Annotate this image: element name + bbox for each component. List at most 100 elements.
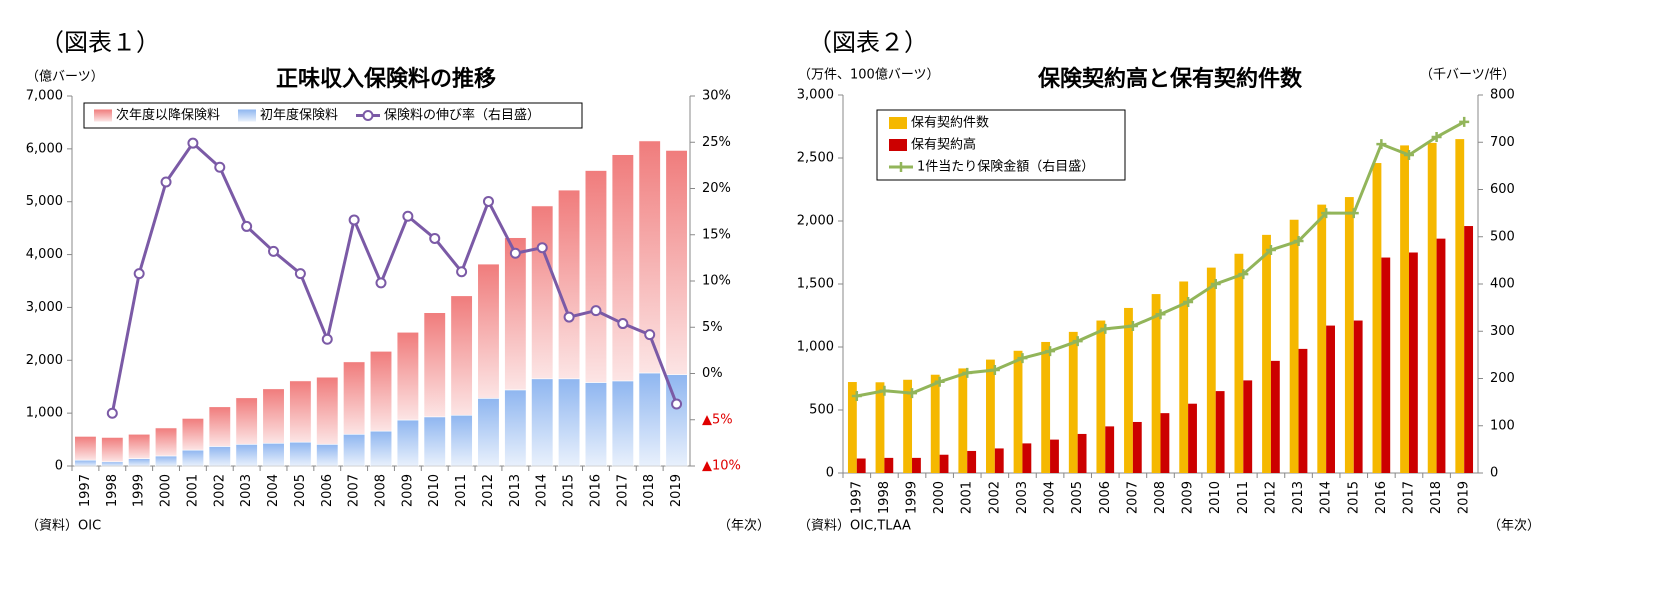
x-tick-label: 2017 <box>615 474 630 507</box>
y-tick-label: 1,500 <box>797 277 834 292</box>
bar <box>875 382 885 473</box>
bar <box>1353 320 1363 473</box>
legend-label: 1件当たり保険金額（右目盛） <box>917 159 1094 175</box>
y2-tick-label: 5% <box>702 320 723 335</box>
bar <box>1455 139 1465 473</box>
bar <box>1132 421 1142 473</box>
line-marker <box>348 214 360 226</box>
y2-axis-label: （千バーツ/件） <box>1420 68 1515 83</box>
y-tick-label: 3,000 <box>26 300 63 315</box>
bar <box>1068 331 1078 473</box>
x-tick-label: 2002 <box>987 481 1002 514</box>
legend-swatch <box>94 109 112 122</box>
legend-label: 保険料の伸び率（右目盛） <box>384 107 540 123</box>
line-marker <box>482 195 494 207</box>
bar-segment <box>128 433 151 459</box>
bar <box>847 382 857 473</box>
line-marker <box>294 268 306 280</box>
source: （資料）OIC,TLAA <box>798 519 911 534</box>
x-tick-label: 2010 <box>1208 481 1223 514</box>
y2-tick-label: ▲5% <box>702 412 733 427</box>
bar <box>986 359 995 473</box>
line-marker <box>1238 269 1249 280</box>
line-marker <box>106 407 118 419</box>
x-tick-label: 1999 <box>132 474 147 507</box>
y2-tick-label: 700 <box>1490 135 1515 150</box>
y2-tick-label: 10% <box>702 274 731 289</box>
bar-segment <box>531 205 554 380</box>
line-marker <box>402 210 414 222</box>
source: （資料）OIC <box>26 519 101 534</box>
x-tick-label: 2018 <box>642 474 657 507</box>
figure-label: （図表１） <box>40 29 160 57</box>
x-tick-label: 1997 <box>78 474 93 507</box>
bar <box>1096 320 1106 473</box>
x-tick-label: 2002 <box>212 474 227 507</box>
chart-title: 正味収入保険料の推移 <box>276 66 496 92</box>
x-tick-label: 2009 <box>400 474 415 507</box>
y2-tick-label: 200 <box>1490 371 1515 386</box>
line-marker <box>214 161 226 173</box>
y-tick-label: 6,000 <box>26 141 63 156</box>
bar-segment <box>154 455 178 467</box>
line-marker <box>160 176 172 188</box>
line-marker <box>536 242 548 254</box>
line-marker <box>1017 353 1028 364</box>
legend-swatch <box>889 117 907 129</box>
bar-segment <box>450 414 473 467</box>
bar-segment <box>235 444 258 467</box>
legend-box <box>876 109 1126 181</box>
line-marker <box>590 305 602 317</box>
bar-segment <box>316 376 339 445</box>
legend-label: 保有契約件数 <box>911 116 989 131</box>
x-tick-label: 2008 <box>1153 481 1168 514</box>
line-marker <box>617 318 629 330</box>
x-tick-label: 2013 <box>1291 481 1306 514</box>
x-tick-label: 2009 <box>1181 481 1196 514</box>
line-marker <box>268 245 280 257</box>
bar <box>1188 403 1197 473</box>
line-marker <box>1348 208 1359 219</box>
bar-segment <box>558 378 581 467</box>
bar <box>1124 307 1133 473</box>
bar <box>1160 413 1170 473</box>
bar-segment <box>74 459 97 467</box>
bar-segment <box>423 416 446 467</box>
bar-segment <box>262 388 285 444</box>
bar <box>1022 443 1032 473</box>
bar <box>1179 281 1189 473</box>
legend-label: 初年度保険料 <box>260 107 338 123</box>
bar <box>912 457 921 473</box>
line-marker <box>962 367 973 378</box>
bar-segment <box>343 433 366 467</box>
line-marker <box>644 329 656 341</box>
x-tick-label: 2014 <box>535 474 550 507</box>
y-tick-label: 0 <box>826 466 834 481</box>
line-marker <box>429 232 441 244</box>
bar <box>1298 348 1308 473</box>
bar-segment <box>101 461 124 467</box>
bar <box>1326 325 1335 473</box>
bar-segment <box>289 380 312 443</box>
bar <box>930 374 940 473</box>
bar-segment <box>128 458 151 467</box>
y-tick-label: 1,000 <box>797 340 834 355</box>
bar-segment <box>181 449 204 467</box>
bar-segment <box>423 312 446 418</box>
bar <box>1013 350 1023 473</box>
legend-marker <box>896 162 906 172</box>
x-tick-label: 2015 <box>1346 481 1361 514</box>
x-tick-label: 2018 <box>1429 481 1444 514</box>
line-marker <box>1321 208 1332 219</box>
y2-tick-label: 100 <box>1490 418 1515 433</box>
x-tick-label: 2004 <box>266 474 281 507</box>
bar <box>958 368 968 473</box>
bar <box>1077 433 1087 473</box>
bar-segment <box>316 444 339 467</box>
x-tick-label: 1997 <box>849 481 864 514</box>
x-axis-label: （年次） <box>1488 518 1540 534</box>
bar-segment <box>396 331 419 421</box>
x-tick-label: 2003 <box>239 474 254 507</box>
bar <box>1400 145 1409 473</box>
x-tick-label: 2013 <box>508 474 523 507</box>
